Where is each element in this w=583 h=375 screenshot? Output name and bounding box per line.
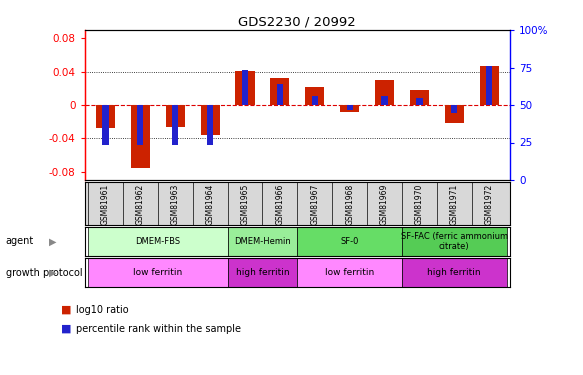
Text: GSM81971: GSM81971 (450, 184, 459, 225)
Bar (131, 105, 150, 168)
Bar (96, 105, 115, 128)
Text: GSM81963: GSM81963 (171, 184, 180, 225)
Text: ■: ■ (61, 305, 72, 315)
Text: percentile rank within the sample: percentile rank within the sample (76, 324, 241, 333)
Bar (375, 80, 394, 105)
Bar (277, 84, 283, 105)
Text: growth protocol: growth protocol (6, 268, 82, 278)
Text: GSM81961: GSM81961 (101, 184, 110, 225)
Bar (172, 105, 178, 145)
Text: low ferritin: low ferritin (325, 268, 374, 277)
Bar (451, 105, 458, 113)
Text: DMEM-Hemin: DMEM-Hemin (234, 237, 291, 246)
Bar (312, 96, 318, 105)
Text: GSM81967: GSM81967 (310, 184, 319, 225)
Bar (88, 258, 227, 287)
Text: agent: agent (6, 237, 34, 246)
Title: GDS2230 / 20992: GDS2230 / 20992 (238, 16, 356, 29)
Text: high ferritin: high ferritin (427, 268, 481, 277)
Bar (305, 87, 324, 105)
Bar (271, 78, 290, 105)
Bar (201, 105, 220, 135)
Text: high ferritin: high ferritin (236, 268, 289, 277)
Text: log10 ratio: log10 ratio (76, 305, 128, 315)
Text: GSM81966: GSM81966 (275, 184, 285, 225)
Text: ▶: ▶ (49, 268, 56, 278)
Text: SF-0: SF-0 (340, 237, 359, 246)
Bar (297, 258, 402, 287)
Text: GSM81969: GSM81969 (380, 184, 389, 225)
Bar (88, 227, 227, 256)
Bar (207, 105, 213, 145)
Bar (297, 227, 402, 256)
Bar (402, 258, 507, 287)
Text: ▶: ▶ (49, 237, 56, 246)
Bar (381, 96, 388, 105)
Text: DMEM-FBS: DMEM-FBS (135, 237, 180, 246)
Text: low ferritin: low ferritin (133, 268, 182, 277)
Bar (340, 105, 359, 112)
Bar (137, 105, 143, 145)
Bar (416, 98, 423, 105)
Bar (346, 105, 353, 110)
Bar (480, 66, 499, 105)
Text: GSM81962: GSM81962 (136, 184, 145, 225)
Text: GSM81970: GSM81970 (415, 184, 424, 225)
Bar (402, 227, 507, 256)
Text: GSM81964: GSM81964 (206, 184, 215, 225)
Bar (236, 71, 255, 105)
Text: ■: ■ (61, 324, 72, 333)
Bar (227, 258, 297, 287)
Bar (486, 66, 492, 105)
Text: GSM81965: GSM81965 (241, 184, 250, 225)
Bar (242, 70, 248, 105)
Text: SF-FAC (ferric ammonium
citrate): SF-FAC (ferric ammonium citrate) (401, 232, 508, 251)
Bar (103, 105, 108, 145)
Bar (227, 227, 297, 256)
Bar (410, 90, 429, 105)
Bar (166, 105, 185, 127)
Text: GSM81968: GSM81968 (345, 184, 354, 225)
Bar (445, 105, 464, 123)
Text: GSM81972: GSM81972 (484, 184, 494, 225)
